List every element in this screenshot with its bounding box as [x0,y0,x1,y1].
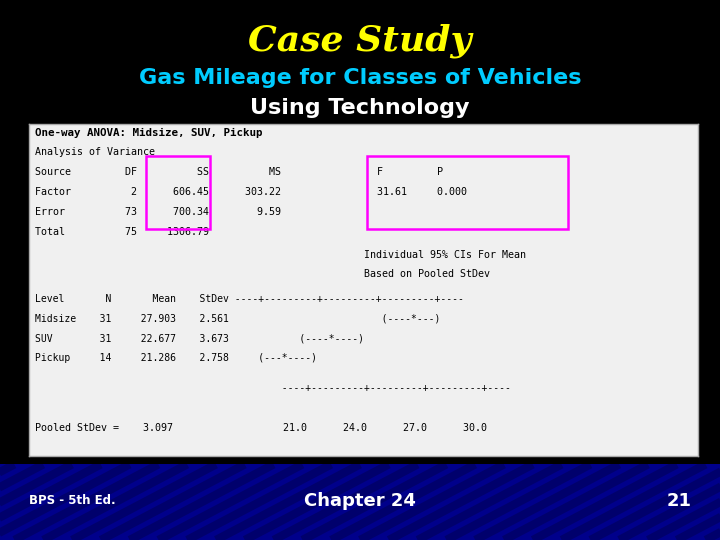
Text: Chapter 24: Chapter 24 [304,492,416,510]
Text: Gas Mileage for Classes of Vehicles: Gas Mileage for Classes of Vehicles [139,68,581,89]
Text: F         P: F P [377,167,443,177]
Text: Error          73      700.34        9.59: Error 73 700.34 9.59 [35,207,282,217]
Text: Midsize    31     27.903    2.561                          (----*---): Midsize 31 27.903 2.561 (----*---) [35,314,441,323]
Text: Total          75     1306.79: Total 75 1306.79 [35,227,210,237]
Text: ----+---------+---------+---------+----: ----+---------+---------+---------+---- [35,383,511,393]
Text: Individual 95% CIs For Mean: Individual 95% CIs For Mean [364,251,526,260]
Text: 31.61     0.000: 31.61 0.000 [377,187,467,197]
Text: 21: 21 [666,492,691,510]
Text: Using Technology: Using Technology [251,98,469,118]
Bar [146,156,210,229]
Text: Pooled StDev =    3.097: Pooled StDev = 3.097 [35,423,174,433]
Text: Level       N       Mean    StDev ----+---------+---------+---------+----: Level N Mean StDev ----+---------+------… [35,294,464,303]
Text: SUV        31     22.677    3.673            (----*----): SUV 31 22.677 3.673 (----*----) [35,333,364,343]
Text: Based on Pooled StDev: Based on Pooled StDev [364,269,490,279]
Text: Factor          2      606.45      303.22: Factor 2 606.45 303.22 [35,187,282,197]
Text: Case Study: Case Study [248,23,472,58]
Text: 21.0      24.0      27.0      30.0: 21.0 24.0 27.0 30.0 [283,423,487,433]
Text: BPS - 5th Ed.: BPS - 5th Ed. [29,494,115,507]
Text: Analysis of Variance: Analysis of Variance [35,147,156,158]
Text: One-way ANOVA: Midsize, SUV, Pickup: One-way ANOVA: Midsize, SUV, Pickup [35,127,263,138]
Text: Source         DF          SS          MS: Source DF SS MS [35,167,282,177]
Bar [367,156,568,229]
Text: Pickup     14     21.286    2.758     (---*----): Pickup 14 21.286 2.758 (---*----) [35,353,318,363]
